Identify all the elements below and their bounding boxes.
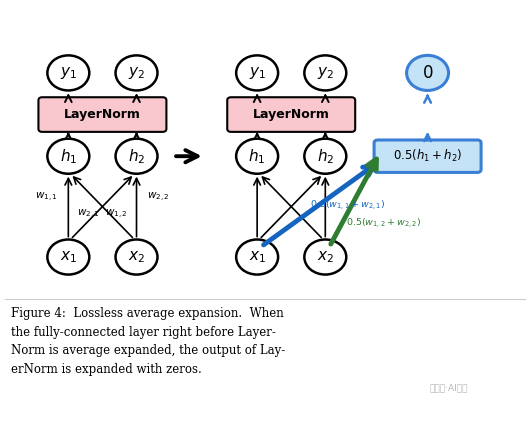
Circle shape [304, 240, 346, 275]
Text: $y_2$: $y_2$ [128, 65, 145, 81]
Circle shape [47, 139, 90, 174]
Text: $h_2$: $h_2$ [316, 147, 334, 165]
Text: $h_1$: $h_1$ [249, 147, 266, 165]
Text: Figure 4:  Lossless average expansion.  When: Figure 4: Lossless average expansion. Wh… [11, 308, 284, 320]
Text: the fully-connected layer right before Layer-: the fully-connected layer right before L… [11, 326, 276, 339]
Text: $y_1$: $y_1$ [60, 65, 77, 81]
Text: $x_2$: $x_2$ [317, 249, 334, 265]
Text: $w_{2,1}$: $w_{2,1}$ [77, 208, 100, 221]
Text: $x_2$: $x_2$ [128, 249, 145, 265]
Text: erNorm is expanded with zeros.: erNorm is expanded with zeros. [11, 362, 201, 376]
Text: LayerNorm: LayerNorm [253, 108, 330, 121]
Text: $w_{2,2}$: $w_{2,2}$ [147, 190, 170, 203]
Text: $0.5(h_1 + h_2)$: $0.5(h_1 + h_2)$ [393, 148, 462, 164]
Text: $y_1$: $y_1$ [249, 65, 266, 81]
Text: $x_1$: $x_1$ [249, 249, 266, 265]
Text: $0.5(w_{1,1}+w_{2,1})$: $0.5(w_{1,1}+w_{2,1})$ [310, 198, 385, 212]
Text: $h_2$: $h_2$ [128, 147, 145, 165]
Text: $x_1$: $x_1$ [60, 249, 77, 265]
Circle shape [116, 139, 157, 174]
Circle shape [304, 139, 346, 174]
Circle shape [236, 240, 278, 275]
Text: $y_2$: $y_2$ [317, 65, 334, 81]
Circle shape [304, 55, 346, 90]
Text: Norm is average expanded, the output of Lay-: Norm is average expanded, the output of … [11, 344, 285, 357]
Circle shape [116, 55, 157, 90]
Circle shape [47, 240, 90, 275]
Circle shape [47, 55, 90, 90]
Text: $w_{1,2}$: $w_{1,2}$ [105, 208, 128, 221]
Text: 公众号·AI闲谈: 公众号·AI闲谈 [429, 383, 468, 392]
Text: $0.5(w_{1,2}+w_{2,2})$: $0.5(w_{1,2}+w_{2,2})$ [346, 216, 421, 230]
FancyBboxPatch shape [227, 97, 355, 132]
Text: $w_{1,1}$: $w_{1,1}$ [35, 190, 58, 203]
FancyBboxPatch shape [39, 97, 166, 132]
Circle shape [236, 55, 278, 90]
Text: LayerNorm: LayerNorm [64, 108, 141, 121]
Circle shape [236, 139, 278, 174]
Circle shape [407, 55, 448, 90]
Text: $0$: $0$ [422, 64, 434, 82]
Text: $h_1$: $h_1$ [60, 147, 77, 165]
Circle shape [116, 240, 157, 275]
FancyBboxPatch shape [374, 140, 481, 173]
